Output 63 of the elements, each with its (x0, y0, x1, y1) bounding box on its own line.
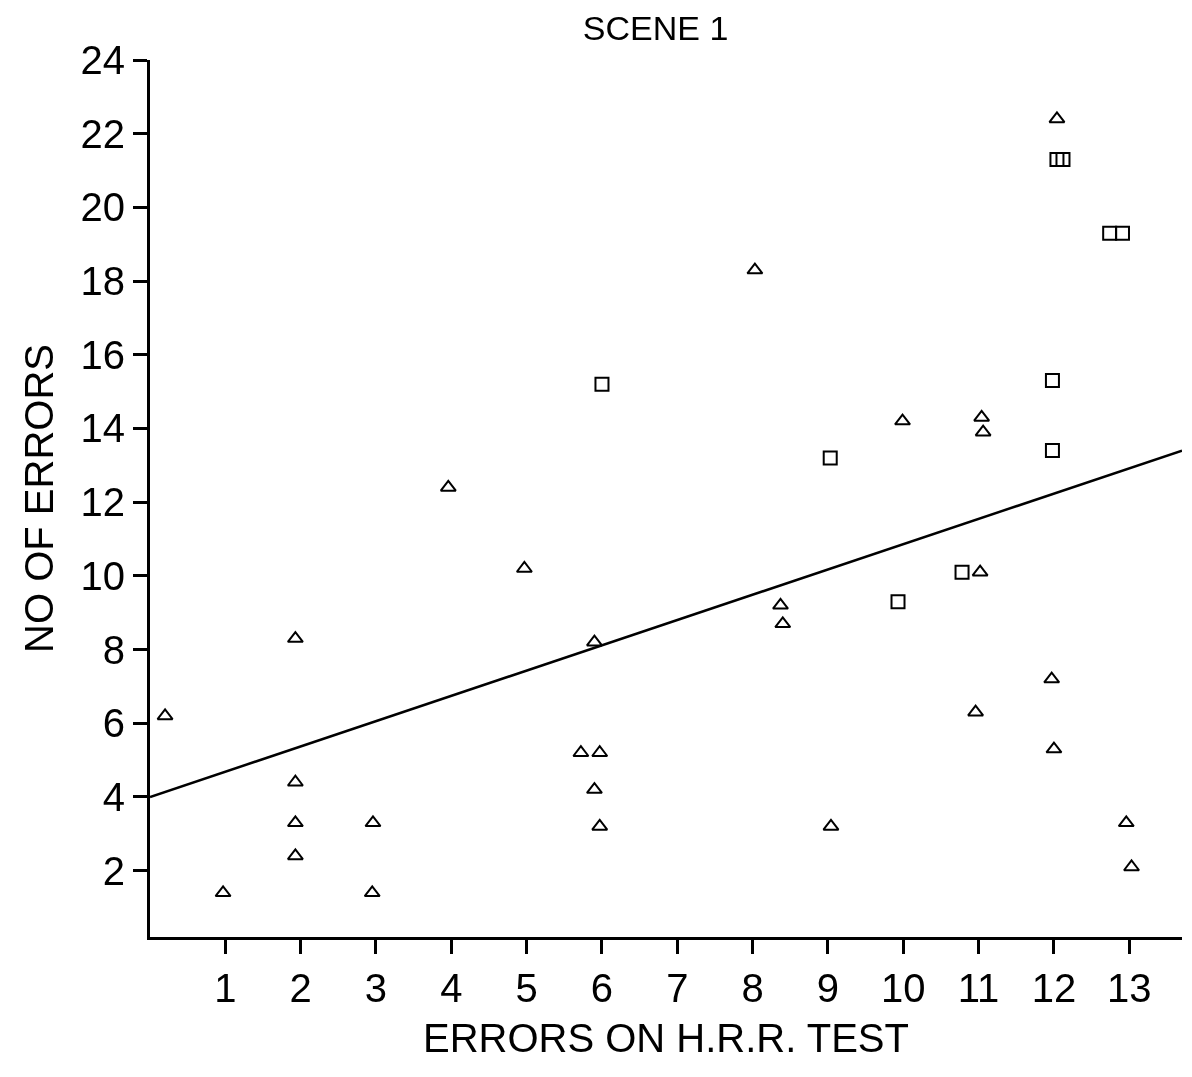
y-tick-label: 8 (102, 627, 125, 672)
y-tick-label: 24 (80, 38, 125, 82)
y-tick-label: 2 (102, 848, 125, 893)
y-tick-label: 14 (80, 406, 125, 451)
y-axis-title: NO OF ERRORS (17, 344, 61, 653)
point (286, 774, 304, 787)
point (1049, 151, 1065, 167)
x-tick-label: 7 (666, 966, 689, 1010)
point (971, 564, 989, 577)
point (822, 818, 840, 831)
point (214, 885, 232, 898)
point (364, 815, 382, 828)
point (1044, 443, 1060, 459)
point (1044, 373, 1060, 389)
x-tick-label: 9 (816, 966, 840, 1010)
x-tick-label: 4 (440, 966, 463, 1010)
point (585, 634, 603, 647)
y-tick-label: 10 (80, 553, 125, 598)
x-tick-label: 10 (881, 966, 926, 1010)
point (1048, 111, 1066, 124)
point (439, 479, 457, 492)
x-tick-label: 1 (214, 966, 237, 1010)
point (1102, 225, 1118, 241)
y-tick-label: 18 (80, 259, 125, 304)
point (286, 848, 304, 861)
point (894, 413, 912, 426)
point (1114, 225, 1130, 241)
point (1045, 741, 1063, 754)
point (591, 745, 609, 758)
y-tick-label: 4 (102, 774, 125, 819)
y-tick-label: 22 (80, 111, 125, 156)
point (572, 745, 590, 758)
point (746, 262, 764, 275)
point (822, 450, 838, 466)
y-tick-label: 6 (102, 701, 125, 746)
point (967, 704, 985, 717)
point (363, 885, 381, 898)
x-tick-label: 3 (364, 966, 388, 1010)
point (1055, 151, 1071, 167)
x-tick-label: 2 (289, 966, 312, 1010)
point (156, 708, 174, 721)
y-tick-label: 12 (80, 480, 125, 525)
x-tick-label: 13 (1107, 966, 1152, 1010)
chart-title: SCENE 1 (582, 8, 729, 47)
x-tick-label: 5 (515, 966, 538, 1010)
point (1123, 859, 1141, 872)
x-tick-label: 6 (590, 966, 614, 1010)
point (890, 594, 906, 610)
point (286, 815, 304, 828)
x-axis-title: ERRORS ON H.R.R. TEST (423, 1015, 909, 1060)
y-tick-label: 20 (80, 185, 125, 230)
x-tick-label: 11 (957, 966, 1000, 1010)
point (973, 409, 991, 422)
point (954, 564, 970, 580)
point (1117, 815, 1135, 828)
y-tick-label: 16 (80, 332, 125, 377)
point (1043, 671, 1061, 684)
x-tick-label: 8 (741, 966, 764, 1010)
x-tick-label: 12 (1031, 966, 1077, 1010)
point (774, 616, 792, 629)
point (974, 424, 992, 437)
point (591, 818, 609, 831)
point (594, 376, 610, 392)
